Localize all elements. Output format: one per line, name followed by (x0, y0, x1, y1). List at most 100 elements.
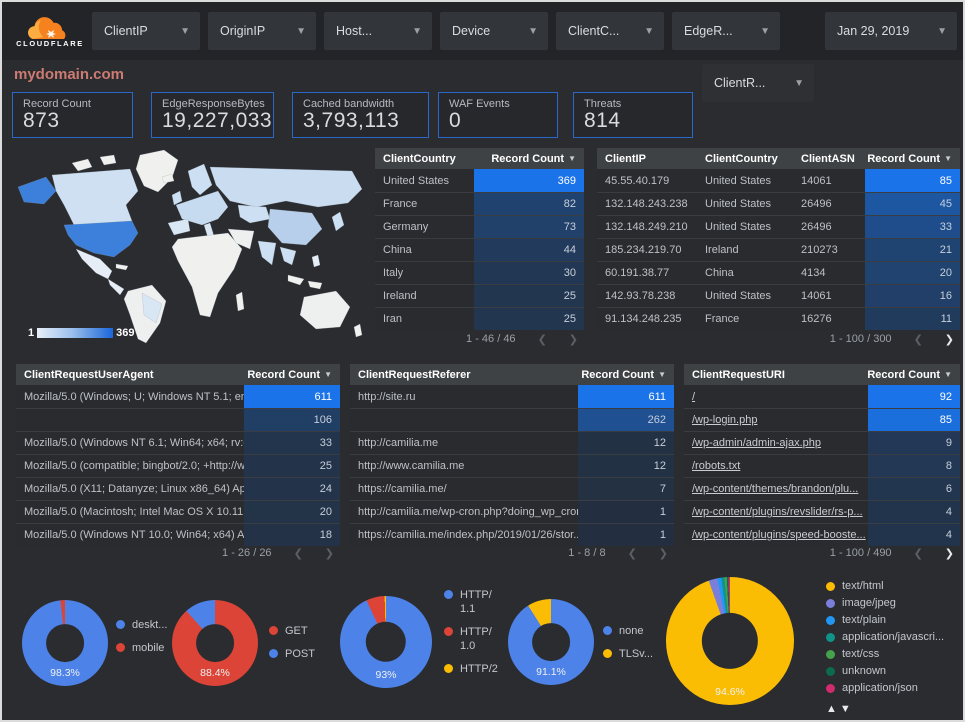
table-row: http://site.ru 611 (350, 385, 674, 408)
record-count-cell: 25 (474, 308, 584, 330)
legend-label: unknown (842, 665, 887, 677)
dimension-cell: Mozilla/5.0 (Macintosh; Intel Mac OS X 1… (24, 506, 244, 518)
scorecard-waf-events: WAF Events 0 (438, 92, 558, 138)
column-header[interactable]: Record Count ▼ (247, 368, 332, 381)
uri-link[interactable]: / (692, 390, 696, 403)
prev-page-icon[interactable]: ❮ (913, 333, 923, 346)
next-page-icon[interactable]: ❯ (944, 333, 954, 346)
table-pagination: 1 - 26 / 26 ❮ ❯ (222, 544, 334, 562)
scorecard-value: 814 (584, 109, 621, 132)
device-type-donut[interactable]: 98.3% (22, 600, 108, 686)
column-header[interactable]: Record Count ▼ (868, 368, 952, 381)
date-range-filter[interactable]: Jan 29, 2019 ▼ (825, 12, 957, 50)
legend-page-arrows[interactable]: ▲▼ (826, 703, 944, 715)
next-page-icon[interactable]: ❯ (568, 333, 578, 346)
donut-percent-label: 93% (375, 669, 397, 681)
content-type-donut[interactable]: 94.6% (666, 577, 794, 705)
column-header[interactable]: ClientCountry (383, 152, 456, 165)
table-row: /wp-login.php 85 (684, 408, 960, 431)
uri-link[interactable]: /wp-content/plugins/revslider/rs-p... (692, 506, 863, 518)
uri-link[interactable]: /wp-login.php (692, 414, 758, 426)
filter-originip[interactable]: OriginIP ▼ (208, 12, 316, 50)
filter-device[interactable]: Device ▼ (440, 12, 548, 50)
column-header[interactable]: Record Count ▼ (491, 152, 576, 165)
column-header[interactable]: ClientIP (605, 152, 646, 165)
record-count-cell: 45 (865, 193, 960, 215)
donut-hole (46, 624, 84, 662)
dimension-cell (350, 409, 578, 431)
table-row: Mozilla/5.0 (compatible; bingbot/2.0; +h… (16, 454, 340, 477)
record-count-cell: 33 (865, 216, 960, 238)
geo-map-chart[interactable]: 1 369 (12, 147, 372, 347)
legend-item: text/html (826, 580, 944, 593)
filter-host[interactable]: Host... ▼ (324, 12, 432, 50)
dimension-cell: 45.55.40.179 (605, 174, 670, 187)
dimension-cell: Germany (383, 221, 429, 233)
table-header-row: ClientRequestReferer Record Count ▼ (350, 364, 674, 385)
dimension-cell: China (705, 267, 734, 279)
column-header[interactable]: Record Count ▼ (581, 368, 666, 381)
http-version-donut[interactable]: 93% (340, 596, 432, 688)
legend-item: HTTP/2 (444, 662, 500, 676)
column-header[interactable]: ClientCountry (705, 152, 778, 165)
legend-color-dot (603, 649, 612, 658)
dimension-cell: 14061 (801, 174, 832, 187)
uri-link[interactable]: /wp-admin/admin-ajax.php (692, 437, 822, 449)
legend-color-dot (269, 626, 278, 635)
dimension-cell: http://site.ru (358, 390, 416, 403)
filter-edgeresponse[interactable]: EdgeR... ▼ (672, 12, 780, 50)
http-version-legend: HTTP/1.1 HTTP/1.0 HTTP/2 (444, 588, 500, 685)
legend-items: text/html image/jpeg text/plain application… (826, 580, 944, 695)
next-page-icon[interactable]: ❯ (658, 547, 668, 560)
filter-clientcountry[interactable]: ClientC... ▼ (556, 12, 664, 50)
dimension-cell: United States (705, 174, 772, 187)
table-row: /wp-content/plugins/speed-booste... 4 (684, 523, 960, 546)
scorecard-threats: Threats 814 (573, 92, 693, 138)
triangle-down-icon[interactable]: ▼ (839, 703, 854, 715)
next-page-icon[interactable]: ❯ (324, 547, 334, 560)
triangle-up-icon[interactable]: ▲ (826, 703, 840, 715)
sort-caret-icon: ▼ (324, 370, 332, 379)
table-row: Ireland 25 (375, 284, 584, 307)
prev-page-icon[interactable]: ❮ (293, 547, 303, 560)
table-header-row: ClientRequestUserAgent Record Count ▼ (16, 364, 340, 385)
legend-color-dot (444, 590, 453, 599)
table-client-ip: ClientIP ClientCountry ClientASN Record Cou… (597, 148, 960, 348)
dimension-cell: 60.191.38.77 (605, 267, 670, 279)
record-count-cell: 82 (474, 193, 584, 215)
uri-link[interactable]: /wp-content/plugins/speed-booste... (692, 529, 866, 541)
record-count-cell: 11 (865, 308, 960, 330)
record-count-cell: 8 (868, 455, 960, 477)
prev-page-icon[interactable]: ❮ (537, 333, 547, 346)
legend-color-dot (444, 627, 453, 636)
prev-page-icon[interactable]: ❮ (627, 547, 637, 560)
column-header[interactable]: Record Count ▼ (867, 152, 952, 165)
legend-item: none (603, 624, 653, 638)
uri-link[interactable]: /wp-content/themes/brandon/plu... (692, 483, 859, 495)
request-method-donut[interactable]: 88.4% (172, 600, 258, 686)
column-header[interactable]: ClientRequestUserAgent (24, 368, 154, 381)
legend-color-dot (269, 649, 278, 658)
scorecard-edge-response-bytes: EdgeResponseBytes 19,227,033 (151, 92, 274, 138)
table-row: 106 (16, 408, 340, 431)
filter-bar: CLOUDFLARE ClientIP ▼ OriginIP ▼ Host... ▼ … (2, 2, 963, 60)
prev-page-icon[interactable]: ❮ (913, 547, 923, 560)
filter-clientip[interactable]: ClientIP ▼ (92, 12, 200, 50)
record-count-cell: 7 (578, 478, 674, 500)
scale-max-label: 369 (116, 327, 135, 339)
table-request-uri: ClientRequestURI Record Count ▼ / 92/wp-logi… (684, 364, 960, 562)
column-header[interactable]: ClientRequestReferer (358, 368, 471, 381)
uri-link[interactable]: /robots.txt (692, 460, 741, 472)
chevron-down-icon: ▼ (644, 25, 654, 37)
tls-version-donut[interactable]: 91.1% (508, 599, 594, 685)
dimension-cell: Mozilla/5.0 (Windows NT 10.0; Win64; x64… (24, 529, 244, 541)
scorecard-label: Record Count (23, 98, 91, 110)
scorecard-value: 3,793,113 (303, 109, 400, 132)
donut-percent-label: 91.1% (536, 666, 566, 678)
record-count-cell: 73 (474, 216, 584, 238)
column-header[interactable]: ClientASN (801, 152, 855, 165)
next-page-icon[interactable]: ❯ (944, 547, 954, 560)
column-header[interactable]: ClientRequestURI (692, 368, 785, 381)
legend-item: deskt... (116, 618, 167, 632)
filter-clientrequest[interactable]: ClientR... ▼ (702, 64, 814, 102)
